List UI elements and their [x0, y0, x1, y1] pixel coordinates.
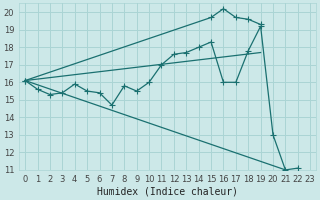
X-axis label: Humidex (Indice chaleur): Humidex (Indice chaleur): [97, 187, 238, 197]
